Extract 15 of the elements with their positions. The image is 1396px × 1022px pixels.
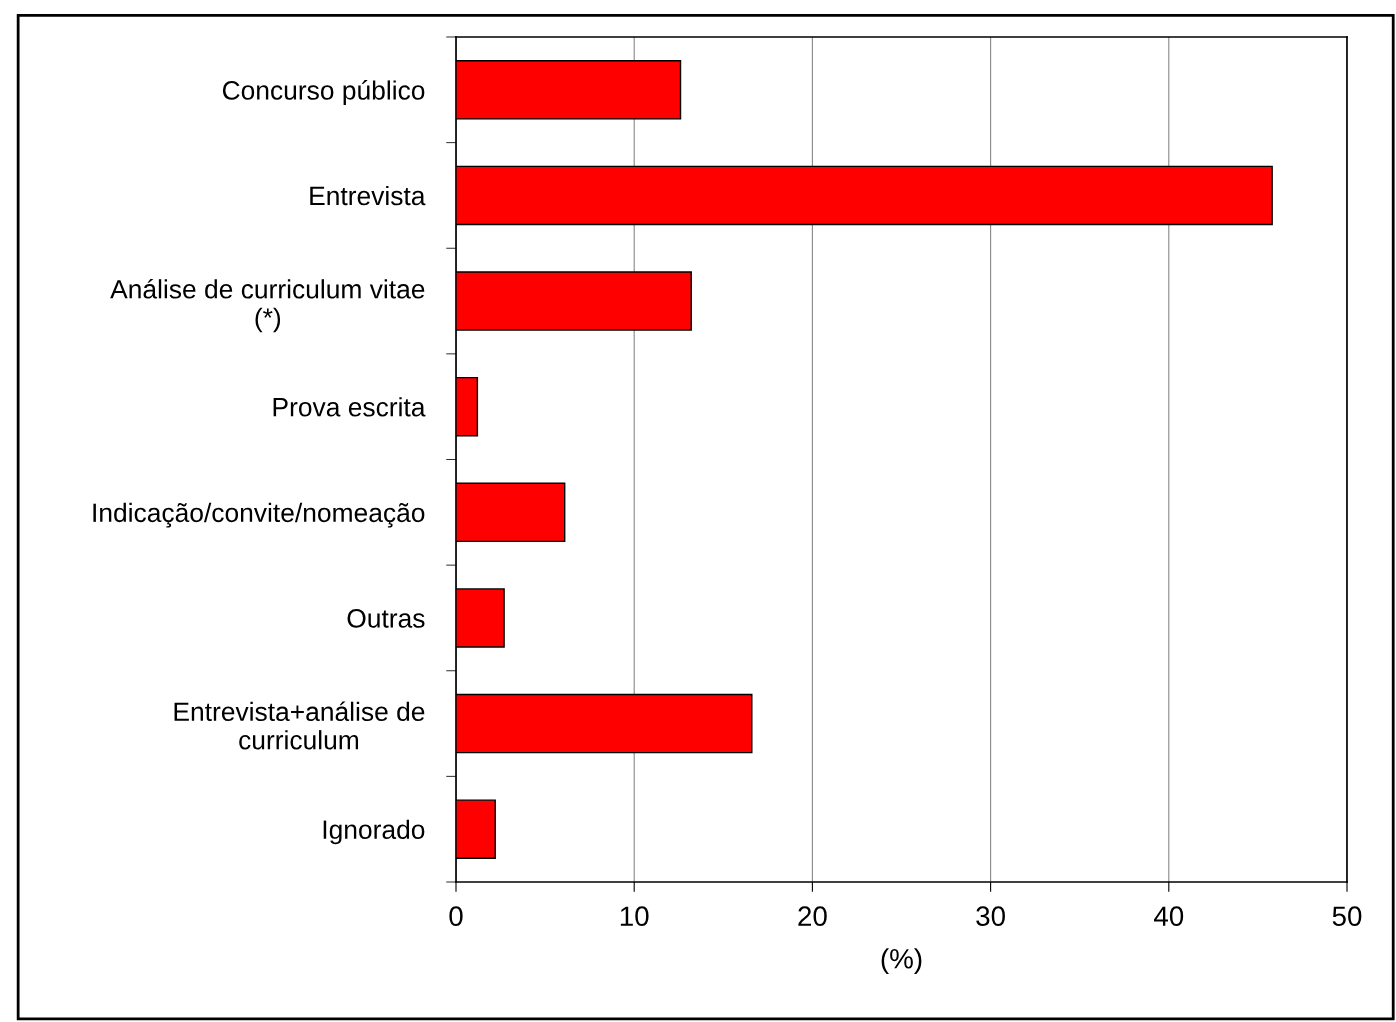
x-tick-label: 30 xyxy=(976,906,1005,927)
y-tick-label: Entrevista xyxy=(310,185,426,206)
x-tick-label: 10 xyxy=(620,906,649,927)
x-axis-title: (%) xyxy=(881,948,922,975)
x-tick-label: 0 xyxy=(449,906,463,927)
y-tick-label: Indicação/convite/nomeação xyxy=(93,502,425,528)
x-tick-label: 20 xyxy=(798,906,827,927)
y-tick-label: Entrevista+análise de curriculum xyxy=(174,701,425,750)
y-tick-label: Outras xyxy=(347,609,425,628)
x-tick-label: 50 xyxy=(1332,906,1362,927)
y-tick-label: Análise de curriculum vitae (*) xyxy=(110,278,425,333)
x-tick-label: 40 xyxy=(1153,906,1184,927)
y-tick-label: Prova escrita xyxy=(273,397,426,417)
y-tick-label: Concurso público xyxy=(222,80,425,105)
y-tick-label: Ignorado xyxy=(323,819,425,845)
